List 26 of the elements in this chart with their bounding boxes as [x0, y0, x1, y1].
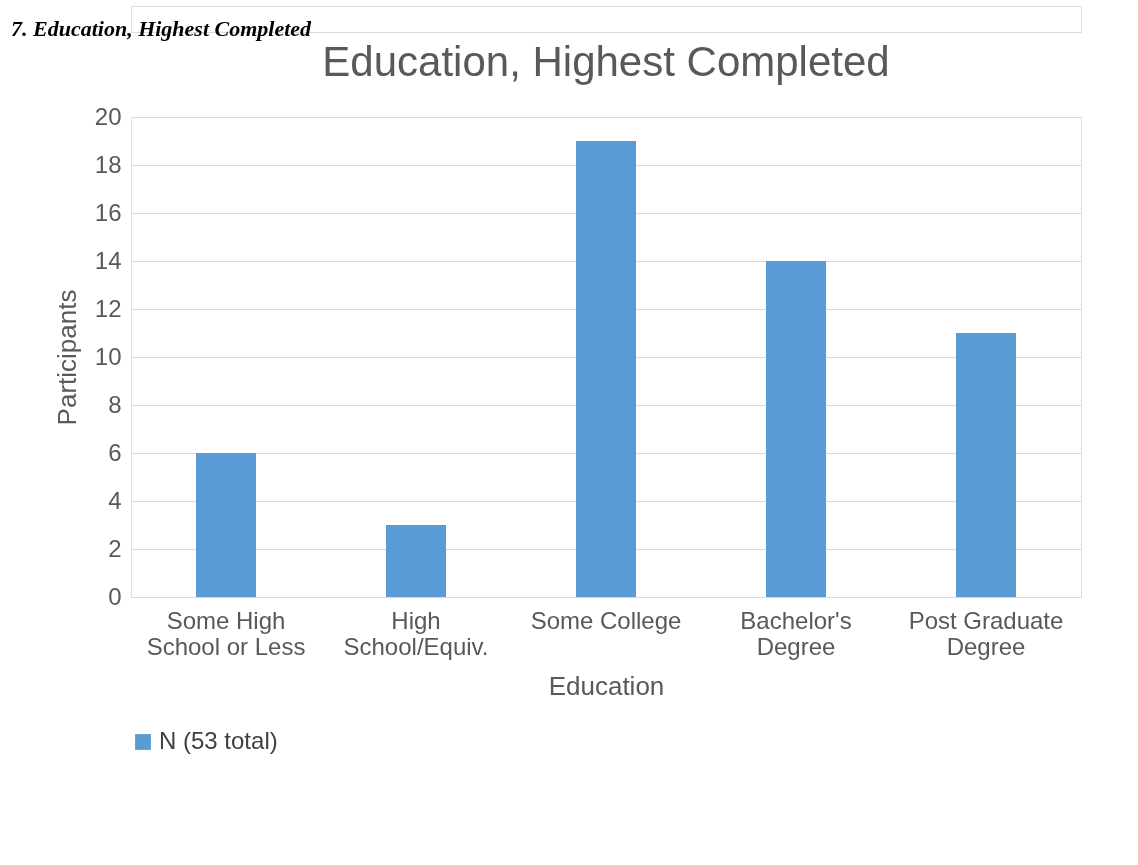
x-tick-label: Post Graduate Degree: [908, 606, 1064, 660]
x-tick-label: Some College: [530, 606, 682, 634]
bar: [766, 261, 826, 597]
y-tick-label: 18: [94, 150, 122, 178]
x-axis-title: Education: [548, 670, 665, 701]
bar: [386, 525, 446, 597]
y-tick-label: 10: [94, 342, 122, 370]
bar: [956, 333, 1016, 597]
y-axis-title: Participants: [51, 289, 82, 426]
y-tick-label: 20: [94, 102, 122, 130]
x-tick-label: Some High School or Less: [146, 606, 306, 660]
y-tick-label: 0: [108, 582, 122, 610]
y-tick-label: 14: [94, 246, 122, 274]
x-tick-label: Bachelor's Degree: [740, 606, 852, 660]
bar: [196, 453, 256, 597]
bar: [576, 141, 636, 597]
chart-title: Education, Highest Completed: [322, 38, 890, 85]
text: 7. Education, Highest Completed: [11, 16, 313, 41]
y-tick-label: 4: [108, 486, 122, 514]
y-tick-label: 2: [108, 534, 122, 562]
x-tick-label: High School/Equiv.: [343, 606, 489, 660]
y-tick-label: 16: [94, 198, 122, 226]
y-tick-label: 8: [108, 390, 122, 418]
legend-label: N (53 total): [159, 727, 278, 754]
y-tick-label: 12: [94, 294, 122, 322]
y-tick-label: 6: [108, 438, 122, 466]
